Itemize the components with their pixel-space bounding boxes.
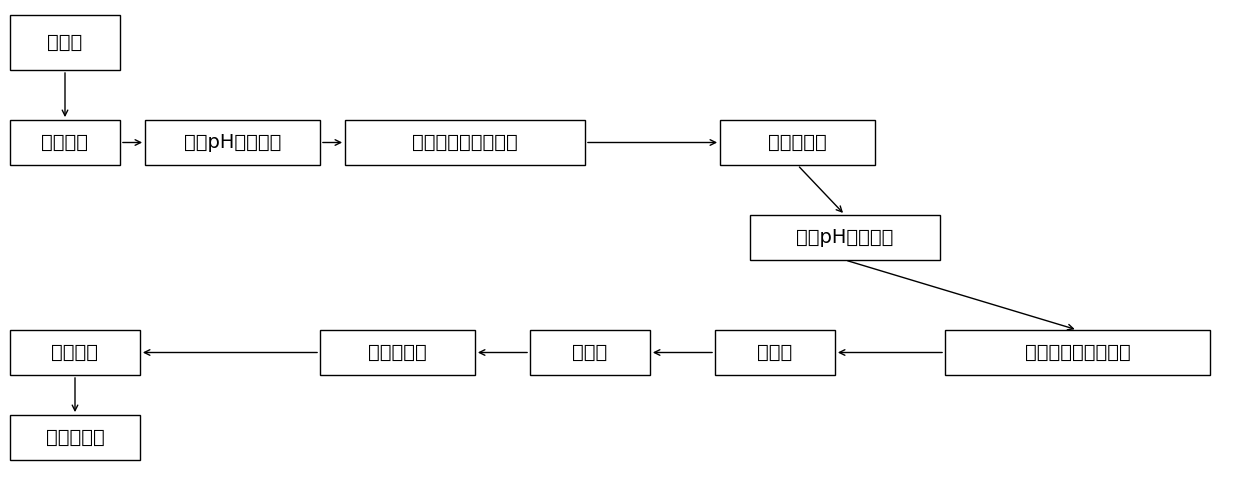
Text: 第二pH値调节池: 第二pH値调节池 <box>797 228 893 247</box>
Bar <box>530 330 650 375</box>
Text: 第一pH値调节池: 第一pH値调节池 <box>183 133 281 152</box>
Text: 清水排出管: 清水排出管 <box>46 428 104 447</box>
Text: 曝气池: 曝气池 <box>757 343 793 362</box>
Bar <box>750 215 940 260</box>
Bar <box>720 120 875 165</box>
Bar <box>10 120 120 165</box>
Bar <box>10 330 140 375</box>
Text: 第二滤池: 第二滤池 <box>52 343 98 362</box>
Text: 污水泵: 污水泵 <box>47 33 83 52</box>
Bar <box>320 330 475 375</box>
Bar <box>344 120 585 165</box>
Text: 光催化污水处理单元: 光催化污水处理单元 <box>413 133 518 152</box>
Bar <box>10 415 140 460</box>
Text: 第一沉降池: 第一沉降池 <box>768 133 826 152</box>
Bar <box>945 330 1211 375</box>
Bar <box>715 330 835 375</box>
Bar <box>10 15 120 70</box>
Text: 第二沉降池: 第二沉降池 <box>368 343 427 362</box>
Bar <box>145 120 320 165</box>
Text: 电化学污水处理单元: 电化学污水处理单元 <box>1025 343 1130 362</box>
Text: 气浮池: 气浮池 <box>572 343 607 362</box>
Text: 第一滤池: 第一滤池 <box>41 133 88 152</box>
